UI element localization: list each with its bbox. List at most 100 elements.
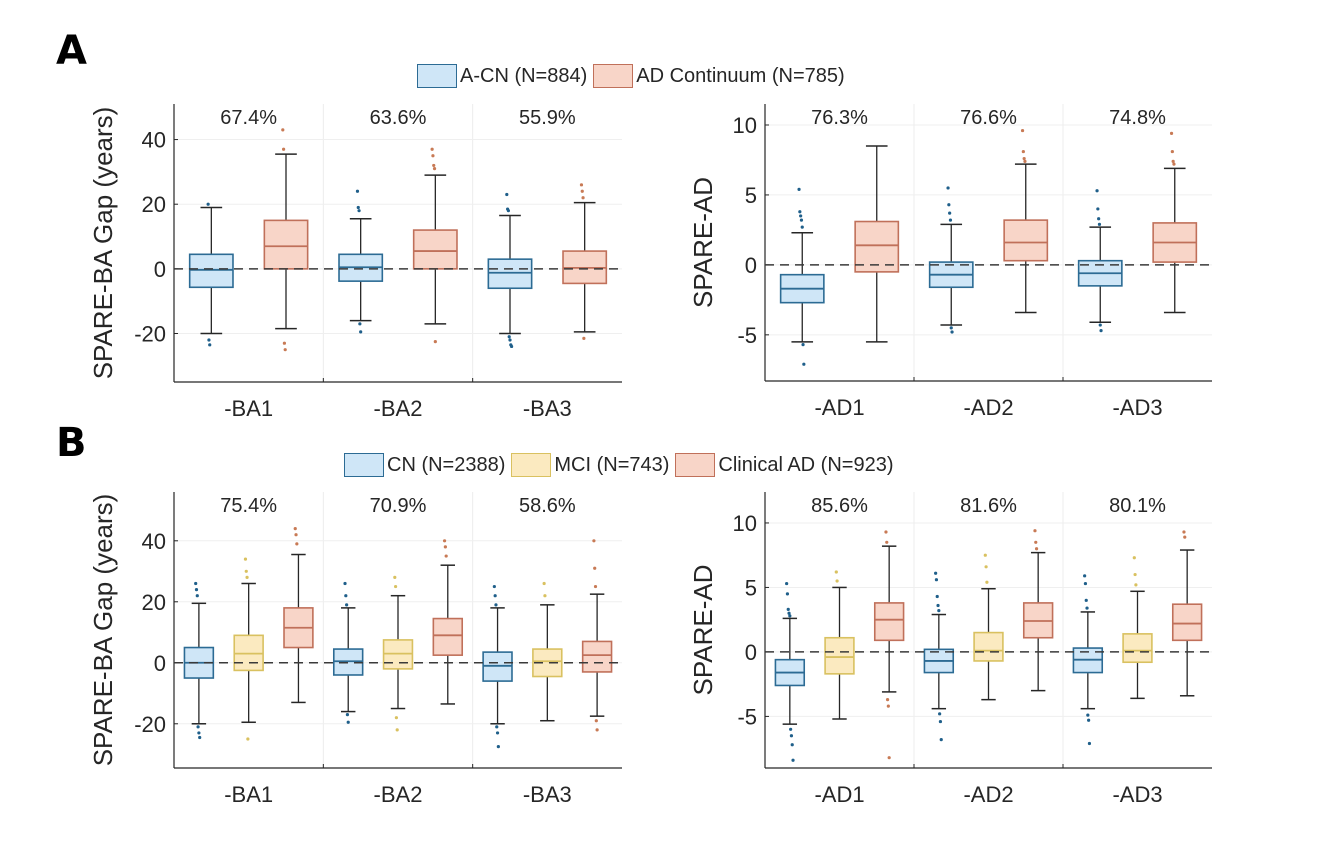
box-a-cn-ba1 [188,202,234,347]
outlier-point [790,743,794,747]
box-mci-ad3 [1122,556,1153,700]
outlier-point [592,539,596,543]
outlier-point [505,192,509,197]
x-tick-label: -BA3 [523,782,572,807]
box-iqr [824,636,855,675]
outlier-point [1182,530,1186,534]
outlier-point [1023,159,1027,163]
y-tick-label: 10 [733,113,757,138]
box-iqr [873,602,905,642]
box-ad-ba2 [412,147,458,344]
outlier-point [283,348,287,352]
y-tick-label: 10 [733,511,757,536]
outlier-point [542,581,546,586]
outlier-point [1085,606,1089,610]
outlier-point [582,336,586,340]
legend-label-cn: CN (N=2388) [387,453,506,476]
outlier-point [938,719,943,724]
y-tick-label: 0 [154,651,166,676]
x-tick-label: -AD2 [963,782,1013,807]
outlier-point [294,533,298,537]
y-tick-label: 5 [745,575,757,600]
y-tick-label: 40 [142,128,166,153]
percent-annotation: 76.3% [811,107,868,129]
y-tick-label: -5 [737,323,757,348]
box-cn-ad2 [923,571,955,742]
outlier-point [244,569,248,573]
box-iqr [432,617,464,656]
outlier-point [886,704,890,708]
box-iqr [973,631,1004,662]
percent-annotation: 75.4% [220,495,277,517]
chart-4: -5 0 5 10 -AD1 85.6% -AD2 81.6% -AD3 80.1% SPARE-A… [688,492,1212,807]
outlier-point [1020,128,1025,133]
outlier-point [834,570,838,574]
legend-item: CN (N=2388) [344,453,505,477]
outlier-point [295,542,299,546]
box-iqr [263,219,309,270]
outlier-point [798,210,802,214]
y-tick-label: 40 [142,529,166,554]
outlier-point [595,728,599,732]
x-tick-label: -AD3 [1112,395,1162,420]
box-cn-ad3 [1072,574,1104,746]
outlier-point [934,571,938,575]
outlier-point [442,539,447,543]
outlier-point [443,545,447,549]
box-clinical-ba2 [432,539,464,705]
outlier-point [393,575,397,579]
box-iqr [1003,219,1049,262]
box-iqr [581,640,613,673]
outlier-point [949,326,953,330]
box-iqr [854,220,900,273]
outlier-point [196,725,200,729]
outlier-point [789,734,794,738]
outlier-point [800,225,804,229]
outlier-point [197,731,201,735]
y-tick-label: 0 [745,253,757,278]
legend-item: A-CN (N=884) [417,64,587,88]
y-axis-label: SPARE-BA Gap (years) [88,494,118,767]
outlier-point [343,581,347,586]
outlier-point [1171,159,1175,163]
outlier-point [195,594,199,598]
outlier-point [938,712,942,716]
outlier-point [357,209,361,213]
outlier-point [493,594,497,598]
outlier-point [345,713,350,717]
y-tick-label: -20 [134,322,166,347]
outlier-point [492,584,496,589]
outlier-point [799,214,803,218]
box-clinical-ad3 [1171,530,1203,697]
outlier-point [359,330,363,334]
outlier-point [1133,572,1137,577]
outlier-point [395,728,399,732]
percent-annotation: 81.6% [960,495,1017,517]
outlier-point [345,603,349,607]
outlier-point [508,338,512,342]
outlier-point [444,554,448,558]
box-a-cn-ad1 [779,187,825,366]
box-ad-ba3 [562,183,608,340]
outlier-point [1087,718,1091,722]
outlier-point [593,566,597,570]
x-tick-label: -AD1 [814,395,864,420]
x-tick-label: -BA2 [374,396,423,421]
outlier-point [433,339,437,344]
outlier-point [785,592,790,596]
outlier-point [432,167,437,171]
outlier-point [1087,741,1092,746]
y-axis-label: SPARE-AD [688,565,718,696]
outlier-point [1169,131,1174,135]
y-tick-label: -5 [737,704,757,729]
outlier-point [394,716,398,720]
percent-annotation: 70.9% [370,495,427,517]
outlier-point [1096,207,1100,211]
panel-label-b: B [56,420,87,466]
outlier-point [355,189,360,193]
outlier-point [208,343,212,347]
outlier-point [937,609,941,613]
y-tick-label: 20 [142,192,166,217]
outlier-point [801,343,805,347]
